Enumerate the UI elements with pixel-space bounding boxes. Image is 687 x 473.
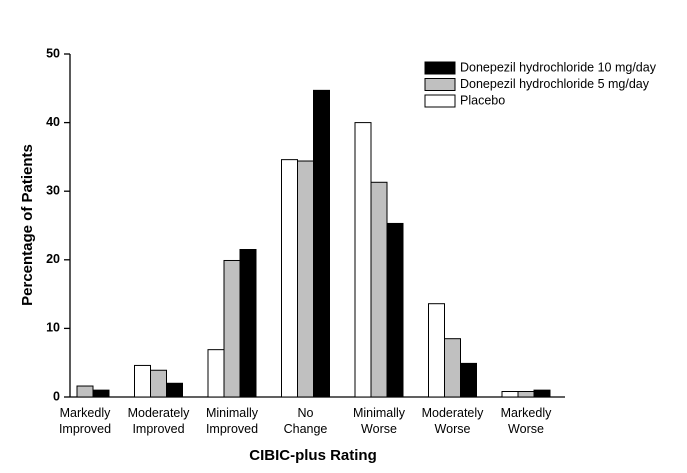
bar — [76, 385, 94, 398]
x-axis-label: CIBIC-plus Rating — [249, 447, 377, 464]
x-tick-label: Minimally Improved — [206, 406, 259, 436]
y-tick-label: 40 — [46, 115, 60, 129]
legend-swatch — [424, 61, 456, 75]
bar — [354, 122, 372, 398]
legend-swatch — [424, 78, 456, 91]
y-axis-label: Percentage of Patients — [19, 144, 36, 306]
bar — [150, 369, 167, 398]
y-tick-label: 20 — [46, 252, 60, 266]
bar — [134, 364, 151, 398]
x-tick-label: Markedly Improved — [59, 406, 111, 436]
bar — [517, 391, 535, 398]
bar — [313, 89, 330, 398]
bar — [533, 389, 551, 398]
bar — [166, 382, 183, 398]
y-tick-label: 50 — [46, 46, 60, 60]
bar — [444, 338, 461, 398]
y-tick-label: 10 — [46, 321, 60, 335]
legend-swatch — [424, 94, 456, 108]
bar — [386, 222, 404, 398]
bar — [281, 159, 298, 398]
x-tick-label: Moderately Improved — [128, 406, 191, 436]
bar — [207, 349, 225, 398]
legend-label: Placebo — [460, 93, 505, 107]
bar — [501, 391, 519, 398]
bar — [460, 362, 477, 398]
bar — [92, 389, 110, 398]
bar — [370, 181, 388, 398]
legend-label: Donepezil hydrochloride 10 mg/day — [460, 60, 657, 74]
x-tick-label: No Change — [284, 406, 328, 436]
x-tick-label: Markedly Worse — [501, 406, 552, 436]
bar — [297, 160, 314, 398]
bar — [428, 303, 445, 398]
y-tick-label: 0 — [53, 389, 60, 403]
bar — [223, 259, 241, 398]
y-tick-label: 30 — [46, 183, 60, 197]
x-tick-label: Minimally Worse — [353, 406, 406, 436]
x-tick-label: Moderately Worse — [422, 406, 485, 436]
bar — [239, 249, 257, 398]
legend-label: Donepezil hydrochloride 5 mg/day — [460, 77, 650, 91]
